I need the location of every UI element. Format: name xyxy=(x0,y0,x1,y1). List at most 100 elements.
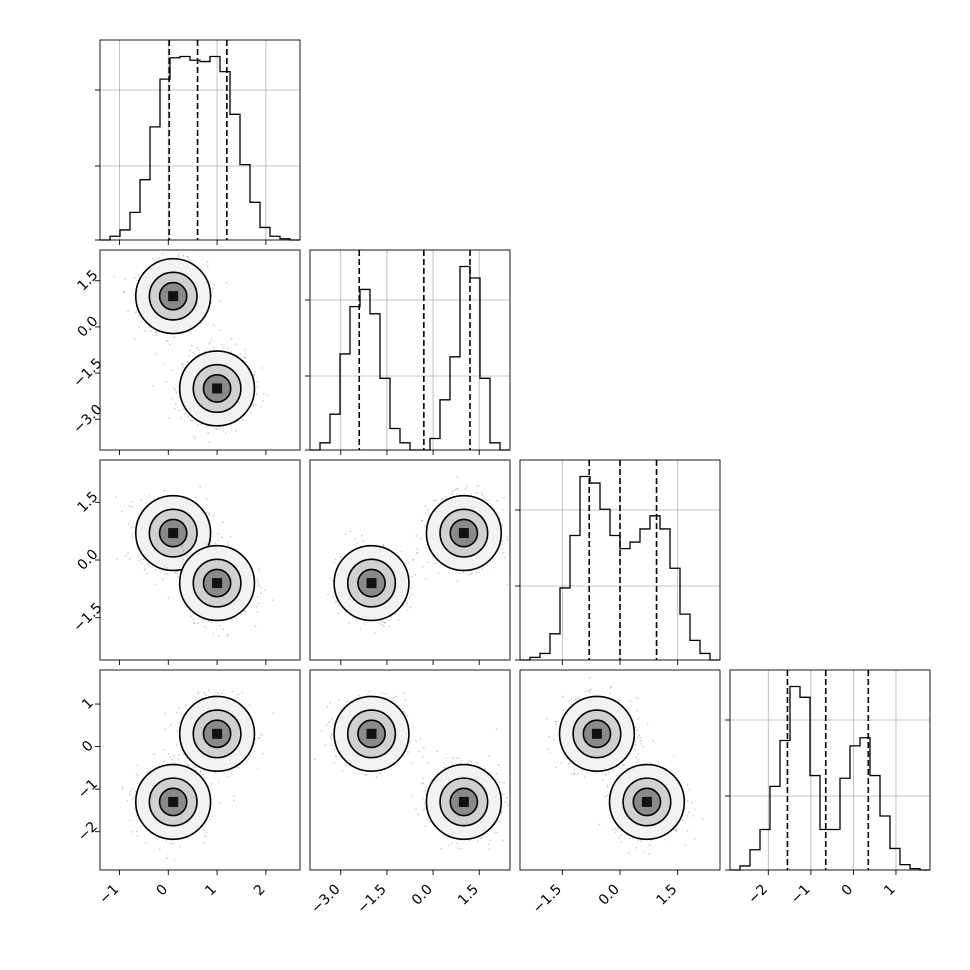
sample-point xyxy=(214,427,217,430)
panel-frame-x0-x1 xyxy=(99,249,301,451)
sample-point xyxy=(380,623,383,626)
sample-point xyxy=(230,351,233,353)
contour-0-1 xyxy=(439,508,489,558)
sample-point xyxy=(411,593,414,596)
scatter-x0-x3 xyxy=(99,669,301,871)
sample-point xyxy=(177,754,180,757)
sample-point xyxy=(206,425,208,427)
sample-point xyxy=(415,535,418,537)
sample-point xyxy=(435,499,438,501)
sample-point xyxy=(402,604,405,607)
sample-point xyxy=(173,336,176,339)
sample-point xyxy=(362,540,364,542)
sample-point xyxy=(254,625,257,628)
sample-point xyxy=(192,618,195,621)
sample-point xyxy=(204,835,207,838)
panel-frame-x1-x2 xyxy=(309,459,511,661)
sample-point xyxy=(132,293,135,296)
sample-point xyxy=(174,407,176,410)
sample-point xyxy=(374,632,376,634)
sample-point xyxy=(175,570,178,572)
sample-point xyxy=(259,586,262,589)
scatter-x1-x2 xyxy=(309,459,538,661)
sample-point xyxy=(205,511,208,514)
sample-point xyxy=(252,403,255,406)
histogram-steps-x3 xyxy=(730,685,930,871)
sample-point xyxy=(193,622,196,624)
sample-point xyxy=(423,524,426,527)
sample-point xyxy=(406,609,409,612)
sample-point xyxy=(216,539,219,542)
sample-point xyxy=(161,578,164,580)
sample-point xyxy=(406,602,409,605)
sample-point xyxy=(152,258,155,261)
sample-point xyxy=(167,597,170,599)
density-core xyxy=(458,528,469,539)
sample-point xyxy=(227,541,229,544)
sample-point xyxy=(218,625,221,627)
sample-point xyxy=(257,580,259,583)
sample-point xyxy=(536,548,538,550)
sample-point xyxy=(361,534,363,537)
sample-point xyxy=(191,546,194,549)
sample-point xyxy=(253,374,255,376)
sample-point xyxy=(218,428,221,430)
sample-point xyxy=(144,330,146,333)
sample-point xyxy=(193,622,195,625)
histogram-panels xyxy=(99,39,931,871)
sample-point xyxy=(466,485,468,488)
sample-point xyxy=(182,408,184,411)
sample-point xyxy=(157,496,159,498)
sample-point xyxy=(135,830,138,833)
sample-point xyxy=(136,774,139,777)
sample-point xyxy=(131,831,134,833)
scatter-x0-x2 xyxy=(99,459,301,661)
sample-point xyxy=(138,560,140,562)
density-core xyxy=(168,528,179,539)
sample-point xyxy=(333,561,336,564)
sample-point xyxy=(135,815,138,817)
sample-point xyxy=(128,819,131,822)
sample-point xyxy=(218,329,221,331)
sample-point xyxy=(262,399,265,402)
sample-point xyxy=(502,551,504,554)
sample-point xyxy=(195,769,198,772)
sample-point xyxy=(206,260,209,263)
sample-point xyxy=(382,544,385,547)
sample-point xyxy=(199,485,202,488)
sample-point xyxy=(136,764,139,767)
sample-point xyxy=(181,364,184,366)
sample-point xyxy=(514,522,516,524)
sample-point xyxy=(256,578,259,581)
sample-point xyxy=(334,558,337,561)
sample-point xyxy=(266,394,269,397)
sample-point xyxy=(174,388,176,391)
sample-point xyxy=(243,613,246,616)
sample-point xyxy=(158,848,161,851)
sample-point xyxy=(140,825,143,828)
sample-point xyxy=(216,428,218,430)
sample-point xyxy=(199,770,202,773)
sample-point xyxy=(172,842,175,845)
sample-point xyxy=(475,571,478,573)
sample-point xyxy=(468,573,470,576)
sample-point xyxy=(217,634,220,637)
sample-point xyxy=(148,495,151,497)
sample-point xyxy=(189,611,192,614)
sample-point xyxy=(188,257,191,260)
sample-point xyxy=(194,496,197,499)
sample-point xyxy=(210,621,213,624)
sample-point xyxy=(420,537,423,540)
sample-point xyxy=(437,572,440,575)
sample-point xyxy=(210,338,213,341)
sample-point xyxy=(257,602,260,605)
sample-point xyxy=(186,255,188,258)
contour-0-2 xyxy=(158,281,188,311)
sample-point xyxy=(456,488,459,491)
sample-point xyxy=(133,796,135,798)
sample-point xyxy=(347,622,350,624)
contour-1-1 xyxy=(346,558,397,608)
sample-point xyxy=(179,845,181,848)
sample-point xyxy=(263,589,266,592)
sample-point xyxy=(205,543,208,545)
